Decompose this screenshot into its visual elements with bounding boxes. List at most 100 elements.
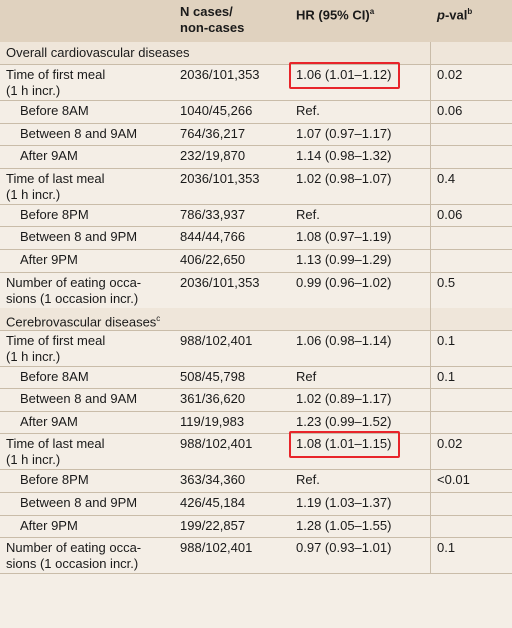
- header-pval-footnote: b: [467, 7, 473, 16]
- table-row: Before 8PM 363/34,360 Ref. <0.01: [0, 469, 512, 493]
- table-row: After 9PM 199/22,857 1.28 (1.05–1.55): [0, 515, 512, 539]
- row-label-line1: Number of eating occa-: [6, 540, 142, 556]
- table-row: Time of last meal (1 h incr.) 988/102,401 1…: [0, 431, 512, 471]
- table-row: Between 8 and 9PM 426/45,184 1.19 (1.03–1.…: [0, 492, 512, 516]
- row-label: Time of last meal (1 h incr.): [6, 171, 105, 203]
- row-label: After 9PM: [20, 518, 78, 534]
- header-hr-label: HR (95% CI): [296, 7, 370, 23]
- n-cases-value: 1040/45,266: [180, 103, 253, 118]
- table-row: Before 8PM 786/33,937 Ref. 0.06: [0, 204, 512, 228]
- row-label-line2: sions (1 occasion incr.): [6, 290, 139, 306]
- header-pval-rest: -val: [444, 7, 468, 23]
- row-label: Between 8 and 9AM: [20, 126, 137, 142]
- row-label-line1: Before 8AM: [20, 103, 89, 118]
- table-row: Number of eating occa-sions (1 occasion …: [0, 537, 512, 575]
- n-cases-value: 363/34,360: [180, 472, 246, 488]
- highlight-box: [289, 62, 400, 89]
- n-cases-value: 844/44,766: [180, 229, 246, 245]
- row-label-line2: (1 h incr.): [6, 452, 61, 468]
- header-n-cases: N cases/ non-cases: [180, 4, 244, 36]
- row-label: Number of eating occa-sions (1 occasion …: [6, 540, 141, 572]
- table-row: Before 8AM 508/45,798 Ref 0.1: [0, 366, 512, 390]
- p-value: 0.1: [437, 332, 456, 348]
- row-label-line1: Number of eating occa-: [6, 274, 142, 290]
- hr-value: 1.06 (0.98–1.14): [296, 332, 392, 348]
- hr-value: 1.08 (0.97–1.19): [296, 229, 392, 245]
- row-label-line1: Time of last meal: [6, 436, 105, 452]
- hr-value: 1.14 (0.98–1.32): [296, 148, 392, 164]
- row-label-line1: After 9AM: [20, 413, 78, 429]
- p-value: 0.1: [437, 368, 456, 384]
- row-label-line2: (1 h incr.): [6, 348, 61, 364]
- row-label: Between 8 and 9AM: [20, 391, 137, 407]
- header-n-cases-line1: N cases/: [180, 4, 233, 19]
- row-label: Between 8 and 9PM: [20, 229, 137, 245]
- row-label-line1: Between 8 and 9AM: [20, 125, 138, 141]
- table-row: After 9AM 232/19,870 1.14 (0.98–1.32): [0, 145, 512, 169]
- n-cases-value: 764/36,217: [180, 125, 246, 141]
- section-title-text: Overall cardiovascular diseases: [6, 45, 190, 60]
- p-value: 0.06: [437, 103, 463, 118]
- hr-value: 1.07 (0.97–1.17): [296, 125, 392, 141]
- hr-value: 1.02 (0.98–1.07): [296, 170, 392, 186]
- hr-value: 1.28 (1.05–1.55): [296, 517, 392, 533]
- p-value: 0.4: [437, 170, 456, 186]
- hr-value: Ref.: [296, 103, 320, 118]
- n-cases-value: 2036/101,353: [180, 67, 260, 82]
- n-cases-value: 786/33,937: [180, 206, 246, 222]
- row-label-line1: After 9PM: [20, 517, 78, 533]
- row-label-line2: sions (1 occasion incr.): [6, 556, 139, 572]
- row-label-line1: After 9PM: [20, 252, 78, 267]
- p-value: 0.06: [437, 206, 463, 222]
- table-row: Before 8AM 1040/45,266 Ref. 0.06: [0, 100, 512, 124]
- n-cases-value: 406/22,650: [180, 252, 246, 267]
- hr-value: Ref.: [296, 472, 320, 488]
- n-cases-value: 426/45,184: [180, 495, 246, 510]
- table-row: After 9PM 406/22,650 1.13 (0.99–1.29): [0, 249, 512, 273]
- row-label-line1: Before 8PM: [20, 472, 89, 488]
- n-cases-value: 361/36,620: [180, 391, 246, 407]
- hr-value: Ref: [296, 368, 317, 384]
- row-label-line1: Between 8 and 9PM: [20, 495, 138, 510]
- p-value: 0.1: [437, 540, 456, 556]
- table-row: Time of last meal (1 h incr.) 2036/101,353…: [0, 168, 512, 205]
- row-label-line2: (1 h incr.): [6, 83, 61, 98]
- row-label-line1: Between 8 and 9AM: [20, 391, 138, 407]
- hr-value: 1.23 (0.99–1.52): [296, 413, 392, 429]
- section-title: Cerebrovascular diseasesc: [6, 311, 160, 330]
- p-value: 0.02: [437, 436, 463, 452]
- hr-value: 0.97 (0.93–1.01): [296, 540, 392, 556]
- n-cases-value: 119/19,983: [180, 413, 245, 429]
- hr-value: 0.99 (0.96–1.02): [296, 274, 392, 290]
- table-row: Between 8 and 9PM 844/44,766 1.08 (0.97–1.…: [0, 226, 512, 250]
- n-cases-value: 988/102,401: [180, 436, 253, 452]
- n-cases-value: 2036/101,353: [180, 274, 260, 290]
- section-header: Overall cardiovascular diseases: [0, 42, 512, 65]
- row-label-line1: Time of last meal: [6, 170, 105, 186]
- table-row: Time of first meal (1 h incr.) 988/102,401…: [0, 330, 512, 367]
- row-label: Time of first meal (1 h incr.): [6, 333, 105, 365]
- n-cases-value: 988/102,401: [180, 540, 253, 556]
- table-row: Time of first meal (1 h incr.) 2036/101,35…: [0, 62, 512, 101]
- section-title: Overall cardiovascular diseases: [6, 45, 190, 61]
- row-label: Before 8PM: [20, 472, 89, 488]
- header-hr-footnote: a: [369, 7, 375, 16]
- hr-value: Ref.: [296, 206, 320, 222]
- row-label: Before 8AM: [20, 369, 89, 385]
- column-divider: [430, 42, 431, 574]
- n-cases-value: 199/22,857: [180, 517, 246, 533]
- row-label-line1: Time of first meal: [6, 332, 106, 348]
- row-label: Time of first meal (1 h incr.): [6, 67, 105, 99]
- table-row: After 9AM 119/19,983 1.23 (0.99–1.52): [0, 411, 512, 435]
- header-n-cases-line2: non-cases: [180, 20, 245, 35]
- hr-value: 1.06 (1.01–1.12): [296, 67, 392, 82]
- section-title-footnote: c: [156, 313, 161, 323]
- n-cases-value: 232/19,870: [180, 148, 246, 164]
- highlight-box: [289, 431, 400, 459]
- table-header: N cases/ non-cases HR (95% CI)a p-valb: [0, 0, 512, 43]
- table-row: Number of eating occa-sions (1 occasion …: [0, 272, 512, 309]
- section-header: Cerebrovascular diseasesc: [0, 307, 512, 331]
- row-label-line1: Before 8AM: [20, 368, 89, 384]
- table-row: Between 8 and 9AM 361/36,620 1.02 (0.89–1.…: [0, 388, 512, 412]
- row-label: After 9AM: [20, 414, 78, 430]
